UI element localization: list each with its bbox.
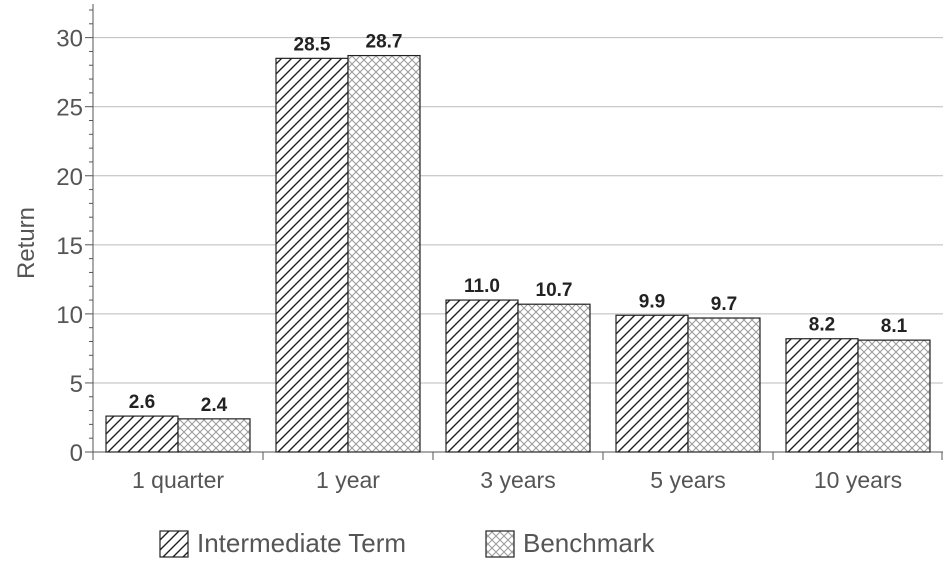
y-tick-label: 15 (56, 233, 83, 260)
y-tick-label: 5 (70, 371, 83, 398)
x-tick-label: 1 year (316, 467, 380, 493)
data-label: 2.6 (129, 392, 155, 413)
x-tick-label: 10 years (814, 467, 902, 493)
x-tick-label: 5 years (650, 467, 725, 493)
data-label: 9.7 (711, 294, 737, 315)
data-label: 28.7 (366, 32, 403, 53)
x-tick-label: 1 quarter (132, 467, 224, 493)
x-axis-labels: 1 quarter 1 year 3 years 5 years 10 years (132, 467, 902, 493)
legend-label: Intermediate Term (197, 528, 406, 558)
y-tick-label: 20 (56, 164, 83, 191)
bars (105, 54, 931, 453)
bar-intermediate-term (445, 299, 519, 453)
bar-benchmark (857, 339, 931, 453)
bar-intermediate-term (615, 314, 689, 453)
data-label: 9.9 (639, 291, 665, 312)
legend-swatch (159, 530, 189, 558)
bar-intermediate-term (785, 338, 859, 453)
data-labels: 2.6 2.4 28.5 28.7 11.0 10.7 9.9 9.7 8.2 8.1 (129, 32, 908, 416)
y-axis: 0 5 10 15 20 25 30 (56, 4, 943, 467)
bar-benchmark (177, 418, 251, 453)
y-axis-title: Return (13, 207, 40, 279)
legend: Intermediate Term Benchmark (159, 528, 655, 558)
y-tick-label: 25 (56, 95, 83, 122)
data-label: 11.0 (464, 276, 500, 297)
y-tick-label: 30 (56, 26, 83, 53)
data-label: 28.5 (294, 34, 331, 55)
bar-benchmark (687, 317, 761, 453)
data-label: 2.4 (201, 395, 228, 416)
y-tick-label: 10 (56, 302, 83, 329)
legend-label: Benchmark (523, 528, 655, 558)
y-tick-label: 0 (70, 440, 83, 467)
bar-benchmark (347, 54, 421, 453)
bar-benchmark (517, 303, 591, 453)
bar-intermediate-term (105, 415, 179, 453)
data-label: 8.2 (809, 315, 835, 336)
x-tick-label: 3 years (480, 467, 555, 493)
legend-swatch (485, 530, 515, 558)
data-label: 8.1 (881, 316, 908, 337)
data-label: 10.7 (536, 280, 573, 301)
bar-intermediate-term (275, 57, 349, 453)
